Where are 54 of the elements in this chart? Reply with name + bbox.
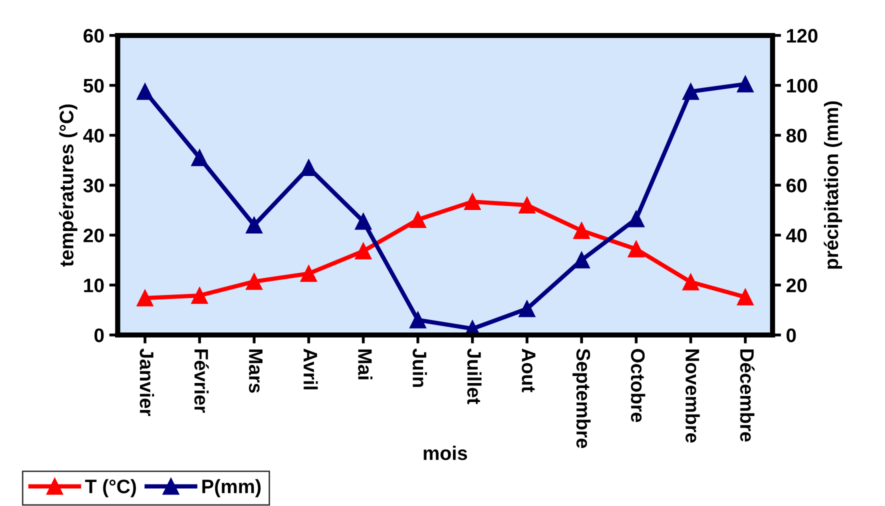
point bbox=[518, 300, 536, 318]
point bbox=[736, 288, 754, 306]
x-tick-label: Juillet bbox=[467, 348, 482, 404]
point bbox=[464, 193, 481, 210]
point bbox=[136, 290, 154, 306]
x-tick-label: Février bbox=[194, 349, 209, 413]
x-tick-label: Juin bbox=[412, 348, 427, 387]
point bbox=[573, 252, 590, 268]
point bbox=[246, 273, 262, 290]
y-tick-label: 50 bbox=[83, 78, 104, 93]
y2-axis-title: précipitation (mm) bbox=[824, 101, 842, 269]
x-tick-label: Aout bbox=[522, 348, 536, 392]
x-tick-label: Octobre bbox=[630, 348, 646, 422]
point bbox=[191, 287, 208, 304]
x-tick-label: Avril bbox=[304, 348, 318, 390]
point bbox=[736, 76, 754, 92]
x-tick-label: Mai bbox=[358, 349, 372, 380]
point bbox=[518, 196, 536, 214]
point bbox=[191, 149, 208, 166]
y2-tick-label: 60 bbox=[786, 178, 807, 192]
y-axis-title: températures (°C) bbox=[59, 104, 78, 267]
legend-label: T (°C) bbox=[85, 479, 136, 498]
x-tick-label: Décembre bbox=[740, 349, 755, 442]
y2-tick-label: 0 bbox=[786, 328, 796, 342]
x-tick-label: Janvier bbox=[140, 348, 154, 416]
point bbox=[682, 83, 700, 100]
y-tick-label: 20 bbox=[84, 228, 104, 242]
y-tick-label: 0 bbox=[94, 328, 104, 342]
point bbox=[573, 222, 590, 239]
point bbox=[410, 312, 426, 328]
y-tick-label: 40 bbox=[83, 128, 104, 143]
point bbox=[354, 242, 372, 260]
y2-tick-label: 20 bbox=[786, 278, 807, 292]
point bbox=[300, 159, 318, 176]
y2-tick-label: 80 bbox=[786, 128, 807, 143]
x-tick-label: Septembre bbox=[572, 348, 591, 448]
point bbox=[300, 265, 318, 282]
y-tick-label: 10 bbox=[84, 278, 104, 292]
point bbox=[410, 211, 426, 228]
x-tick-label: Novembre bbox=[686, 349, 700, 443]
x-tick-label: Mars bbox=[248, 349, 262, 393]
point bbox=[628, 210, 644, 228]
point bbox=[628, 240, 644, 258]
point bbox=[136, 83, 154, 100]
point bbox=[354, 213, 372, 230]
point bbox=[682, 274, 700, 290]
y2-tick-label: 120 bbox=[787, 28, 818, 43]
x-axis-title: mois bbox=[424, 446, 468, 460]
y2-tick-label: 100 bbox=[787, 78, 818, 93]
y-tick-label: 30 bbox=[83, 178, 104, 192]
y2-tick-label: 40 bbox=[786, 228, 807, 242]
point bbox=[246, 216, 262, 234]
legend-label: P(mm) bbox=[202, 479, 261, 498]
y-tick-label: 60 bbox=[84, 28, 104, 43]
